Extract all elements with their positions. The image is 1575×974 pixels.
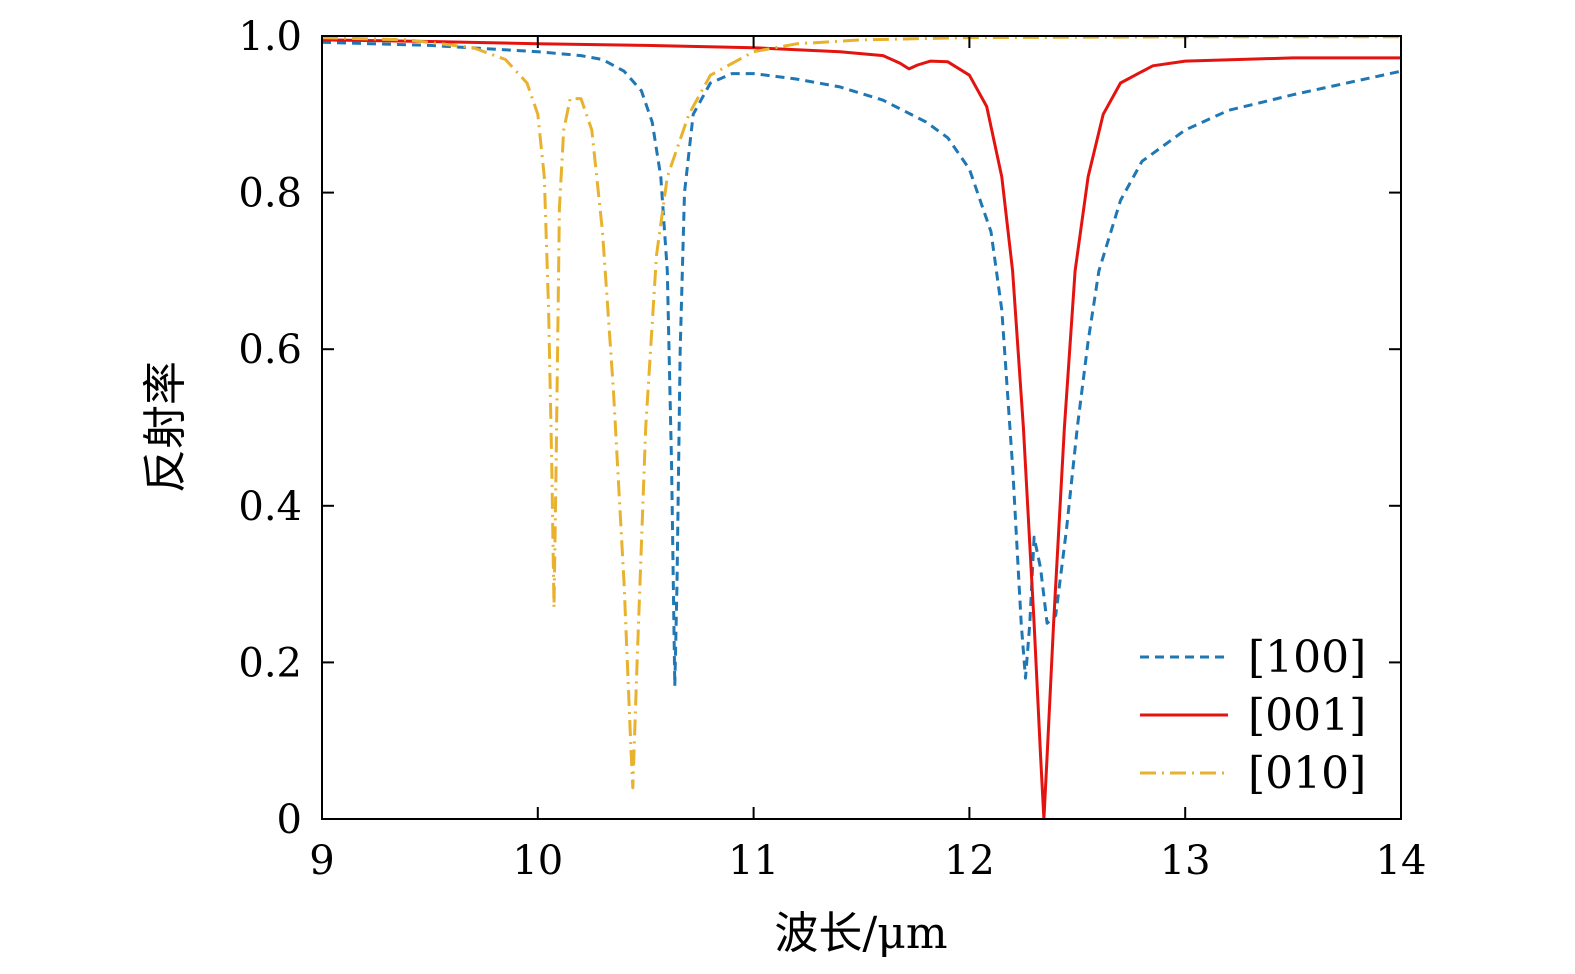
y-tick-label: 1.0 [238, 14, 302, 60]
legend-label-0: [100] [1248, 632, 1366, 683]
y-axis-label: 反射率 [140, 361, 191, 493]
y-tick-label: 0.8 [238, 171, 302, 217]
x-tick-label: 14 [1376, 838, 1427, 884]
y-tick-label: 0.6 [238, 327, 302, 373]
x-tick-label: 11 [728, 838, 779, 884]
series-line-1 [322, 38, 1401, 819]
y-tick-label: 0 [277, 797, 302, 843]
y-ticks: 0 0.2 0.4 0.6 0.8 1.0 [238, 14, 1401, 843]
y-tick-label: 0.4 [238, 484, 302, 530]
x-axis-label: 波长/μm [774, 908, 947, 959]
series-line-0 [322, 40, 1401, 688]
plot-frame [321, 35, 1402, 820]
x-tick-label: 10 [512, 838, 563, 884]
x-tick-label: 12 [944, 838, 995, 884]
series-layer [322, 36, 1401, 819]
legend-label-2: [010] [1248, 748, 1366, 799]
legend: [100] [001] [010] [1140, 632, 1366, 799]
y-tick-label: 0.2 [238, 640, 302, 686]
legend-label-1: [001] [1248, 690, 1366, 741]
x-tick-label: 9 [309, 838, 334, 884]
x-ticks: 9 10 11 12 13 14 [309, 36, 1426, 884]
x-tick-label: 13 [1160, 838, 1211, 884]
series-line-2 [322, 36, 1401, 790]
